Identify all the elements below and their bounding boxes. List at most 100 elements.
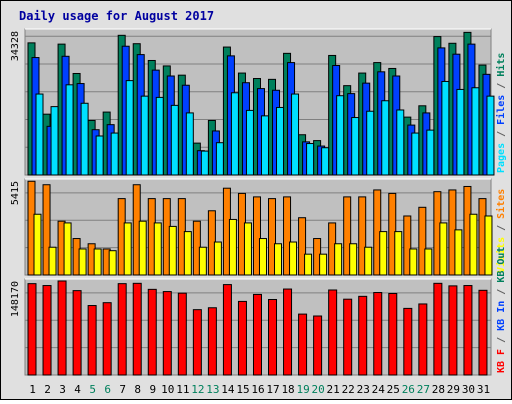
bar [373, 292, 383, 376]
day-label: 23 [357, 383, 370, 396]
bar [424, 248, 433, 276]
bar [448, 285, 458, 376]
bar [463, 285, 473, 376]
bar [168, 225, 177, 276]
bar [140, 95, 149, 176]
bar [319, 253, 328, 276]
day-label: 19 [296, 383, 309, 396]
bar [252, 196, 261, 276]
y-max-label: 34328 [10, 31, 21, 61]
bar [321, 147, 330, 176]
day-label: 13 [206, 383, 219, 396]
side-legend: KB F / KB In / KB Out [496, 247, 507, 373]
day-label: 26 [402, 383, 415, 396]
bar [454, 229, 463, 276]
day-label: 8 [134, 383, 141, 396]
bar [258, 238, 267, 276]
bar [170, 104, 179, 176]
day-label: 21 [327, 383, 340, 396]
bar [230, 92, 239, 176]
bar [237, 300, 247, 376]
bar [228, 218, 237, 276]
bar [162, 291, 172, 376]
day-label: 10 [161, 383, 174, 396]
bar [336, 95, 345, 176]
bar [343, 298, 353, 376]
bar [379, 231, 388, 276]
bar [381, 100, 390, 176]
bar [153, 222, 162, 276]
bar [185, 112, 194, 176]
legend-entry: KB Out [496, 247, 507, 283]
bar [33, 213, 42, 276]
panel-hits: 34328 Pages / Files / Hits [10, 28, 507, 176]
side-legend: Visits / Sites [495, 189, 507, 273]
day-labels: 1 2 3 4 5 6 7 8 9 10 11 12 13 14 15 16 17 18 19 20 21 22 23 24 2… [29, 383, 490, 396]
bar [27, 283, 37, 376]
bar [426, 129, 435, 176]
day-label: 16 [251, 383, 264, 396]
day-label: 25 [387, 383, 400, 396]
day-label: 7 [119, 383, 126, 396]
bar [433, 282, 443, 376]
chart-title: Daily usage for August 2017 [19, 9, 214, 23]
bar [456, 88, 465, 176]
bar [334, 243, 343, 276]
bar [95, 135, 104, 176]
bar [478, 289, 488, 376]
bar [147, 288, 157, 376]
bar [102, 302, 112, 376]
bar [349, 243, 358, 276]
bar [469, 213, 478, 276]
bar [471, 87, 480, 176]
bar [411, 132, 420, 176]
day-label: 20 [312, 383, 325, 396]
bar [65, 84, 74, 176]
day-label: 27 [417, 383, 430, 396]
bar [243, 222, 252, 276]
bar [245, 109, 254, 176]
bar [304, 253, 313, 276]
day-label: 5 [89, 383, 96, 396]
chart-panels: 34328 Pages / Files / Hits 5415 Visits / Si… [10, 28, 507, 376]
bar [80, 102, 89, 176]
bar [57, 280, 67, 376]
bar [351, 117, 360, 176]
series-kb-f [27, 280, 488, 376]
bar [117, 283, 127, 376]
day-label: 31 [477, 383, 490, 396]
legend-entry: Hits [495, 53, 507, 77]
day-label: 12 [191, 383, 204, 396]
day-label: 30 [462, 383, 475, 396]
bar [306, 143, 315, 176]
bar [35, 93, 44, 176]
legend-entry: / [496, 125, 507, 143]
y-max-label: 148170 [10, 281, 21, 317]
bar [110, 132, 119, 176]
legend-entry: / [496, 219, 507, 237]
bar [388, 292, 398, 376]
legend-entry: Visits [495, 237, 507, 273]
bar [268, 299, 278, 376]
bar [439, 222, 448, 276]
bar [276, 106, 285, 176]
bar [260, 115, 269, 176]
bar [484, 215, 493, 276]
bar [72, 290, 82, 376]
bar [42, 184, 51, 276]
bar [409, 248, 418, 276]
legend-entry: Files [495, 95, 507, 125]
bar [138, 220, 147, 276]
panel-kbytes: 148170 KB F / KB In / KB Out [10, 247, 507, 376]
legend-entry: / [496, 331, 507, 349]
bar [289, 241, 298, 276]
bar [366, 110, 375, 176]
bar [298, 217, 307, 276]
day-label: 28 [432, 383, 445, 396]
bar [396, 109, 405, 176]
day-label: 11 [176, 383, 189, 396]
bar [155, 96, 164, 176]
day-label: 18 [281, 383, 294, 396]
bar [125, 80, 134, 176]
